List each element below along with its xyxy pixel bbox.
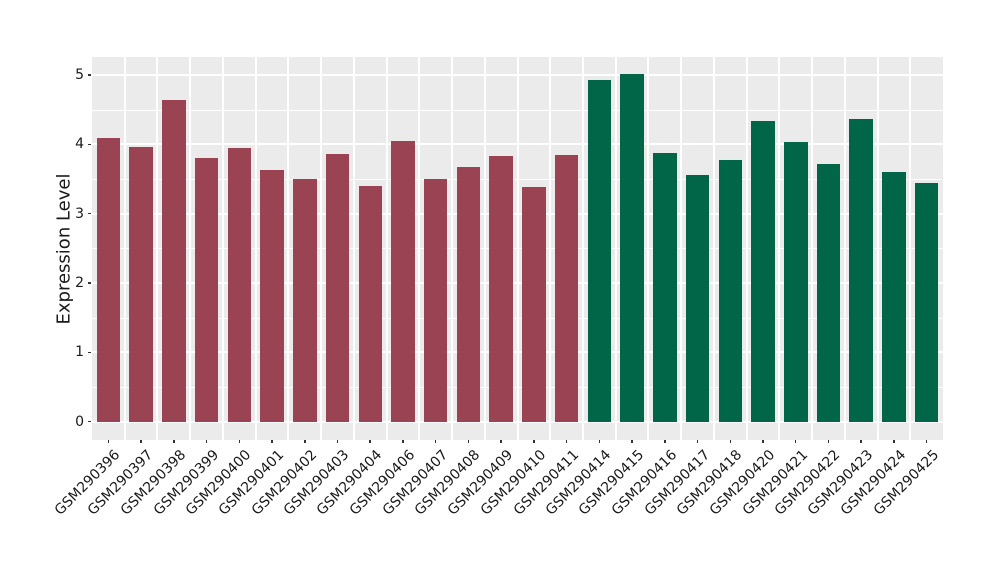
y-tick-label: 4 [75, 136, 84, 153]
bar-GSM290415 [620, 73, 644, 422]
x-tick-mark [762, 440, 764, 443]
plot-panel [92, 57, 943, 440]
x-tick-mark [140, 440, 142, 443]
bar-GSM290402 [293, 179, 317, 422]
x-tick-mark [304, 440, 306, 443]
x-tick-mark [107, 440, 110, 443]
x-tick-mark [729, 440, 731, 443]
bar-GSM290423 [849, 118, 873, 422]
gridline-v [778, 57, 781, 440]
x-tick-mark [238, 440, 241, 443]
bar-GSM290414 [587, 79, 612, 422]
y-tick-label: 3 [75, 205, 84, 222]
x-tick-mark [434, 440, 437, 443]
gridline-v [909, 57, 912, 440]
bar-GSM290407 [423, 179, 448, 422]
bar-GSM290404 [358, 185, 382, 422]
y-tick-label: 1 [75, 344, 84, 361]
x-tick-mark [925, 440, 928, 443]
bar-GSM290417 [685, 174, 710, 422]
y-tick-label: 5 [75, 67, 84, 83]
y-tick-mark [88, 351, 91, 354]
x-tick-mark [696, 440, 699, 443]
x-tick-mark [860, 440, 862, 443]
gridline-v [811, 57, 814, 440]
x-tick-mark [173, 440, 175, 443]
x-tick-mark [271, 440, 273, 443]
bar-GSM290418 [718, 160, 742, 422]
x-tick-mark [664, 440, 666, 443]
x-tick-mark [565, 440, 568, 443]
gridline-v [123, 57, 126, 440]
bar-GSM290401 [260, 170, 284, 422]
bar-GSM290416 [653, 153, 677, 422]
gridline-v [352, 57, 355, 440]
y-axis-title: Expression Level [53, 173, 75, 325]
bar-GSM290396 [96, 138, 121, 422]
bar-GSM290411 [554, 155, 579, 422]
bar-GSM290399 [194, 158, 219, 422]
bar-GSM290409 [489, 156, 513, 422]
gridline-v [221, 57, 224, 440]
bar-GSM290403 [325, 154, 350, 422]
y-tick-mark [88, 74, 91, 76]
gridline-v [156, 57, 159, 440]
bar-GSM290408 [456, 166, 481, 422]
gridline-v [451, 57, 454, 440]
bar-GSM290422 [816, 164, 841, 422]
y-tick-mark [88, 212, 91, 215]
gridline-v [254, 57, 257, 440]
x-tick-mark [205, 440, 208, 443]
y-tick-mark [88, 282, 91, 284]
x-tick-mark [827, 440, 830, 443]
bar-GSM290424 [882, 172, 906, 422]
gridline-v [680, 57, 683, 440]
gridline-v [647, 57, 650, 440]
bar-GSM290400 [227, 147, 251, 422]
bar-GSM290421 [784, 141, 808, 422]
gridline-v [843, 57, 846, 440]
x-tick-mark [794, 440, 797, 443]
bar-GSM290406 [391, 140, 415, 422]
x-tick-mark [369, 440, 371, 443]
gridline-v [385, 57, 388, 440]
y-tick-mark [88, 420, 91, 423]
gridline-v [614, 57, 617, 440]
x-tick-mark [533, 440, 535, 443]
x-tick-mark [402, 440, 404, 443]
gridline-v [876, 57, 879, 440]
y-tick-label: 0 [75, 413, 84, 430]
gridline-v [712, 57, 715, 440]
x-tick-mark [631, 440, 633, 443]
gridline-v [483, 57, 486, 440]
x-tick-mark [893, 440, 895, 443]
x-tick-mark [336, 440, 339, 443]
y-tick-mark [88, 143, 91, 146]
gridline-v [549, 57, 552, 440]
bar-GSM290420 [751, 120, 775, 422]
bar-GSM290410 [522, 186, 546, 422]
x-tick-mark [500, 440, 502, 443]
gridline-v [287, 57, 290, 440]
x-tick-mark [467, 440, 470, 443]
gridline-v [189, 57, 192, 440]
bar-GSM290398 [162, 100, 186, 422]
gridline-v [320, 57, 323, 440]
gridline-v [581, 57, 584, 440]
x-tick-mark [598, 440, 601, 443]
bar-GSM290397 [129, 147, 153, 422]
gridline-v [418, 57, 421, 440]
y-tick-label: 2 [75, 275, 84, 292]
gridline-v [745, 57, 748, 440]
gridline-v [516, 57, 519, 440]
bar-GSM290425 [914, 183, 939, 422]
